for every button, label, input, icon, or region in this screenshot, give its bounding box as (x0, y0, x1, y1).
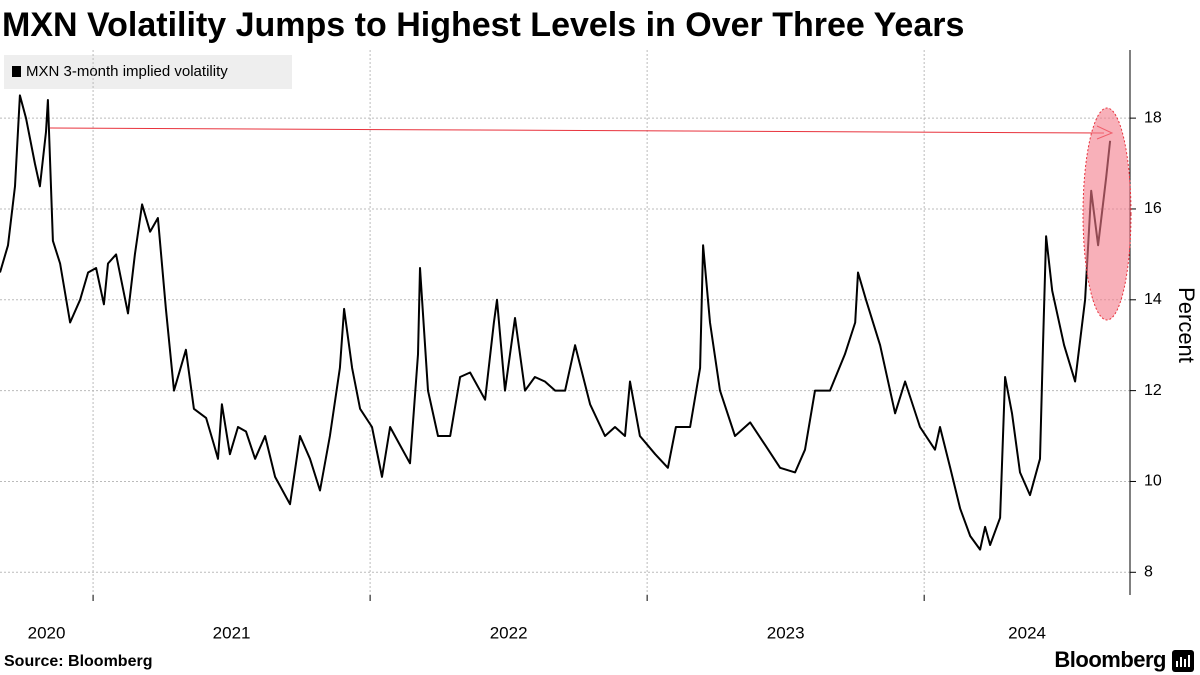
y-tick-label: 12 (1144, 382, 1162, 399)
x-tick-label: 2024 (1008, 623, 1046, 642)
y-tick-label: 16 (1144, 200, 1162, 217)
reference-arrow (49, 127, 1105, 134)
legend-swatch (12, 66, 21, 77)
logo: Bloomberg (1054, 647, 1166, 672)
x-tick-label: 2021 (213, 623, 251, 642)
logo-icon (1172, 650, 1194, 672)
x-tick-label: 2020 (28, 623, 66, 642)
plot-area: 8 10 12 14 16 18 2020 2021 2022 2023 2024 (0, 50, 1162, 642)
x-tick-label: 2023 (767, 623, 805, 642)
source: Source: Bloomberg (4, 653, 152, 670)
y-tick-label: 14 (1144, 291, 1162, 308)
line-series (0, 94, 1112, 551)
logo-bars (1176, 655, 1190, 667)
chart-title: MXN Volatility Jumps to Highest Levels i… (2, 6, 964, 44)
y-tick-label: 8 (1144, 564, 1153, 581)
y-tick-label: 18 (1144, 109, 1162, 126)
y-axis-label: Percent (1174, 287, 1199, 363)
legend-label: MXN 3-month implied volatility (26, 63, 228, 80)
highlight-ellipse (1082, 107, 1132, 321)
y-tick-label: 10 (1144, 473, 1162, 490)
legend-box (4, 55, 292, 89)
x-tick-label: 2022 (490, 623, 528, 642)
